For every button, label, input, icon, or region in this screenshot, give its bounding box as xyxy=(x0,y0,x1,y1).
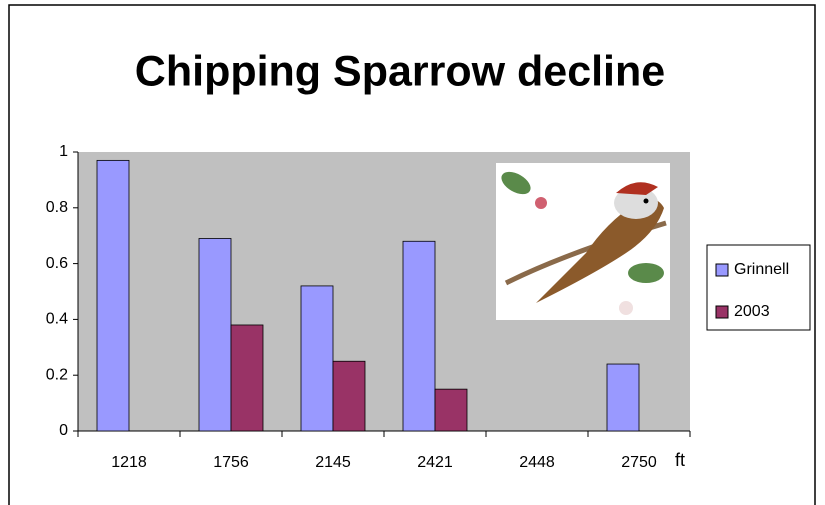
x-tick-label: 2448 xyxy=(519,454,555,471)
bar xyxy=(230,324,264,432)
bar xyxy=(198,238,232,432)
x-tick-label: 1756 xyxy=(213,454,249,471)
y-tick-label: 0.6 xyxy=(46,255,68,272)
legend-swatch xyxy=(715,305,729,319)
legend-label: 2003 xyxy=(734,303,770,320)
legend-label: Grinnell xyxy=(734,261,789,278)
bar xyxy=(300,285,334,432)
bar xyxy=(606,363,640,432)
bar xyxy=(96,159,130,432)
y-tick-label: 0.2 xyxy=(46,366,68,383)
x-tick-label: 2750 xyxy=(621,454,657,471)
y-tick-label: 0.8 xyxy=(46,199,68,216)
y-tick-label: 0.4 xyxy=(46,311,68,328)
bar xyxy=(402,240,436,432)
x-tick-label: 2421 xyxy=(417,454,453,471)
x-tick-label: 1218 xyxy=(111,454,147,471)
y-tick-label: 0 xyxy=(59,422,68,439)
bird-picture xyxy=(496,163,670,320)
bar xyxy=(332,360,366,432)
x-tick-label: 2145 xyxy=(315,454,351,471)
y-tick-label: 1 xyxy=(59,143,68,160)
chart-title: Chipping Sparrow decline xyxy=(135,47,665,95)
x-axis-label: ft xyxy=(675,450,685,470)
legend-swatch xyxy=(715,263,729,277)
legend: Grinnell 2003 xyxy=(706,244,811,331)
bar xyxy=(434,388,468,432)
